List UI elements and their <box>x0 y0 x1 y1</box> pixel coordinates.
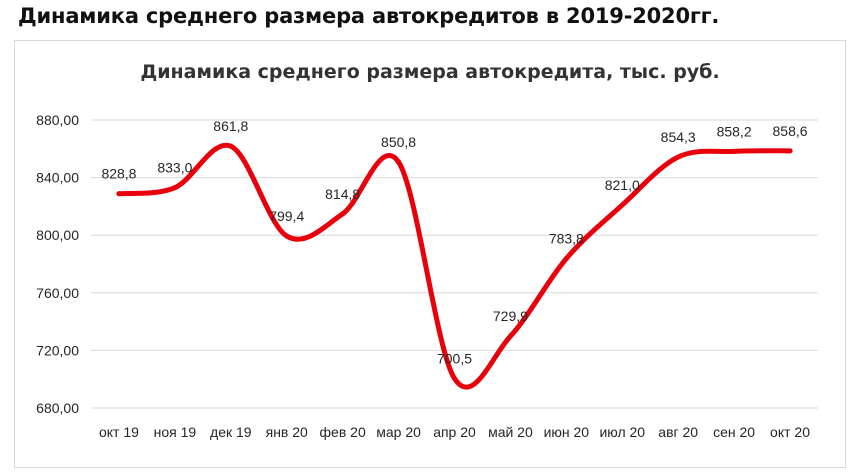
y-axis-ticks: 680,00 720,00 760,00 800,00 840,00 880,00 <box>36 112 79 416</box>
data-label: 854,3 <box>661 129 696 145</box>
y-tick-label: 880,00 <box>36 112 79 128</box>
chart-frame <box>14 40 846 468</box>
x-tick-label: сен 20 <box>713 424 755 440</box>
data-point <box>116 191 122 197</box>
series-line <box>116 142 793 390</box>
data-point <box>396 159 402 165</box>
x-tick-label: мар 20 <box>376 424 421 440</box>
data-point <box>787 148 793 154</box>
data-point <box>228 143 234 149</box>
data-labels: 828,8 833,0 861,8 799,4 814,8 850,8 700,5 729,9… <box>101 118 807 366</box>
chart-title: Динамика среднего размера автокредита, т… <box>140 61 719 83</box>
x-tick-label: фев 20 <box>320 424 366 440</box>
data-point <box>172 185 178 191</box>
data-point <box>563 256 569 262</box>
grid <box>91 119 818 409</box>
data-point <box>619 202 625 208</box>
data-label: 861,8 <box>213 118 248 134</box>
x-tick-label: янв 20 <box>266 424 308 440</box>
data-point <box>284 233 290 239</box>
data-point <box>340 211 346 217</box>
data-label: 814,8 <box>325 186 360 202</box>
data-label: 828,8 <box>101 166 136 182</box>
x-tick-label: ноя 19 <box>154 424 197 440</box>
x-tick-label: дек 19 <box>210 424 252 440</box>
x-axis-ticks: окт 19 ноя 19 дек 19 янв 20 фев 20 мар 20 апр … <box>99 424 810 440</box>
x-tick-label: май 20 <box>488 424 533 440</box>
data-point <box>675 154 681 160</box>
series <box>116 142 793 390</box>
page-heading: Динамика среднего размера автокредитов в… <box>18 4 720 28</box>
data-label: 783,8 <box>549 231 584 247</box>
x-tick-label: июл 20 <box>599 424 645 440</box>
data-label: 700,5 <box>437 350 472 366</box>
data-label: 850,8 <box>381 134 416 150</box>
y-tick-label: 680,00 <box>36 400 79 416</box>
data-point <box>452 375 457 381</box>
data-label: 729,9 <box>493 308 528 324</box>
data-label: 858,2 <box>717 123 752 139</box>
y-tick-label: 760,00 <box>36 285 79 301</box>
data-label: 833,0 <box>157 160 192 176</box>
data-label: 858,6 <box>773 123 808 139</box>
data-point <box>507 333 513 339</box>
x-tick-label: окт 19 <box>99 424 139 440</box>
x-tick-label: окт 20 <box>770 424 810 440</box>
data-label: 821,0 <box>605 177 640 193</box>
y-tick-label: 840,00 <box>36 170 79 186</box>
data-label: 799,4 <box>269 208 304 224</box>
y-tick-label: 720,00 <box>36 342 79 358</box>
x-tick-label: июн 20 <box>544 424 590 440</box>
x-tick-label: авг 20 <box>658 424 698 440</box>
x-tick-label: апр 20 <box>433 424 476 440</box>
data-point <box>731 148 737 154</box>
y-tick-label: 800,00 <box>36 227 79 243</box>
